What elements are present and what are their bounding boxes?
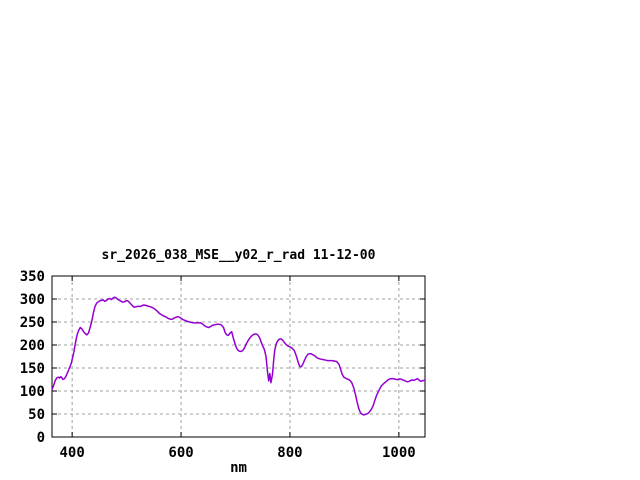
- chart-title: sr_2026_038_MSE__y02_r_rad 11-12-00: [101, 248, 376, 263]
- y-tick-label: 100: [20, 384, 45, 400]
- plot-frame: [51, 275, 426, 438]
- x-tick-label: 400: [59, 445, 84, 461]
- x-tick-label: 600: [168, 445, 193, 461]
- y-tick-label: 350: [20, 269, 45, 285]
- y-tick-label: 150: [20, 361, 45, 377]
- y-tick-label: 300: [20, 292, 45, 308]
- y-tick-label: 0: [37, 430, 45, 446]
- y-tick-label: 200: [20, 338, 45, 354]
- x-tick-label: 1000: [382, 445, 416, 461]
- y-tick-label: 50: [28, 407, 45, 423]
- series-line: [51, 296, 426, 416]
- y-tick-label: 250: [20, 315, 45, 331]
- x-axis-label: nm: [230, 460, 247, 476]
- x-tick-label: 800: [277, 445, 302, 461]
